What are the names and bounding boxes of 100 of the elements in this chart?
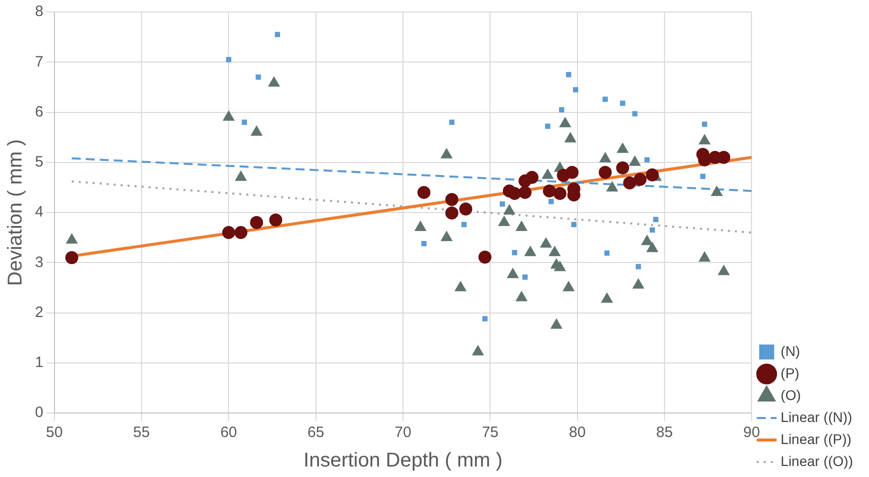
point xyxy=(524,246,536,256)
point xyxy=(616,161,630,174)
point xyxy=(548,198,554,204)
point xyxy=(542,168,554,179)
point xyxy=(226,57,232,62)
point xyxy=(414,221,426,232)
point xyxy=(718,265,730,276)
point xyxy=(459,202,472,216)
point xyxy=(636,264,641,270)
point xyxy=(522,274,528,280)
point xyxy=(653,216,658,222)
point xyxy=(634,172,647,186)
point xyxy=(445,192,458,206)
y-axis-title: Deviation ( mm ) xyxy=(4,139,27,286)
point xyxy=(65,251,78,264)
point xyxy=(717,150,730,164)
legend-label: (P) xyxy=(780,364,800,381)
point xyxy=(571,222,576,228)
point xyxy=(498,216,510,226)
point xyxy=(222,110,234,121)
point xyxy=(598,166,612,179)
legend-label: (N) xyxy=(780,342,800,359)
point xyxy=(606,181,618,192)
point xyxy=(242,120,247,125)
x-tick-label: 75 xyxy=(482,424,499,442)
point xyxy=(620,100,626,106)
point xyxy=(440,148,452,158)
y-tick-label: 5 xyxy=(35,154,44,171)
x-tick-label: 65 xyxy=(307,424,324,442)
point xyxy=(711,186,722,196)
point xyxy=(702,122,708,127)
point xyxy=(602,96,608,102)
point xyxy=(500,201,505,207)
x-tick-label: 85 xyxy=(656,424,673,442)
point xyxy=(478,250,492,264)
x-tick-label: 70 xyxy=(394,424,412,442)
point xyxy=(518,186,532,199)
point xyxy=(542,184,556,198)
point xyxy=(566,72,572,78)
x-tick-label: 60 xyxy=(220,424,238,442)
point xyxy=(268,76,280,87)
y-tick-label: 3 xyxy=(35,254,44,271)
point xyxy=(623,176,636,190)
point xyxy=(548,246,560,256)
point xyxy=(235,170,247,181)
point xyxy=(601,292,613,303)
point xyxy=(553,186,566,200)
point xyxy=(512,250,518,256)
point xyxy=(698,134,710,144)
y-tick-label: 8 xyxy=(35,3,44,20)
y-tick-label: 0 xyxy=(35,404,44,422)
point xyxy=(644,157,650,162)
point xyxy=(556,168,570,182)
x-axis-title: Insertion Depth ( mm ) xyxy=(304,450,502,472)
legend-label: Linear ((N)) xyxy=(780,408,852,425)
point xyxy=(696,148,710,161)
point xyxy=(269,214,282,227)
point xyxy=(274,32,280,38)
point xyxy=(559,107,564,112)
point xyxy=(629,156,641,166)
point xyxy=(616,142,628,153)
legend-label: (O) xyxy=(780,386,801,403)
point xyxy=(250,216,264,230)
point xyxy=(421,240,427,246)
point xyxy=(449,120,454,125)
point xyxy=(641,235,653,246)
point xyxy=(545,124,550,129)
y-tick-label: 2 xyxy=(35,304,44,321)
point xyxy=(507,268,519,278)
point xyxy=(650,227,655,233)
point xyxy=(632,111,638,116)
y-tick-label: 7 xyxy=(35,53,44,70)
point xyxy=(646,168,659,182)
point xyxy=(572,87,578,92)
point xyxy=(540,238,552,248)
point xyxy=(250,126,262,136)
point xyxy=(646,242,658,252)
point xyxy=(66,234,78,244)
legend-label: Linear ((P)) xyxy=(780,430,852,447)
point xyxy=(516,221,528,232)
point xyxy=(472,345,484,356)
point xyxy=(526,170,538,184)
point xyxy=(482,316,488,322)
point xyxy=(222,226,236,240)
point xyxy=(564,132,576,142)
point xyxy=(559,117,571,128)
point xyxy=(550,318,562,329)
point xyxy=(604,250,610,256)
point xyxy=(562,281,574,292)
point xyxy=(700,174,706,180)
point xyxy=(600,152,611,162)
y-tick-label: 1 xyxy=(35,354,44,372)
point xyxy=(440,231,452,242)
x-tick-label: 90 xyxy=(743,424,760,442)
legend-label: Linear ((O)) xyxy=(780,452,854,469)
y-tick-label: 4 xyxy=(35,204,44,221)
point xyxy=(508,186,522,200)
point xyxy=(417,186,430,199)
point xyxy=(504,204,516,214)
point xyxy=(698,252,710,262)
